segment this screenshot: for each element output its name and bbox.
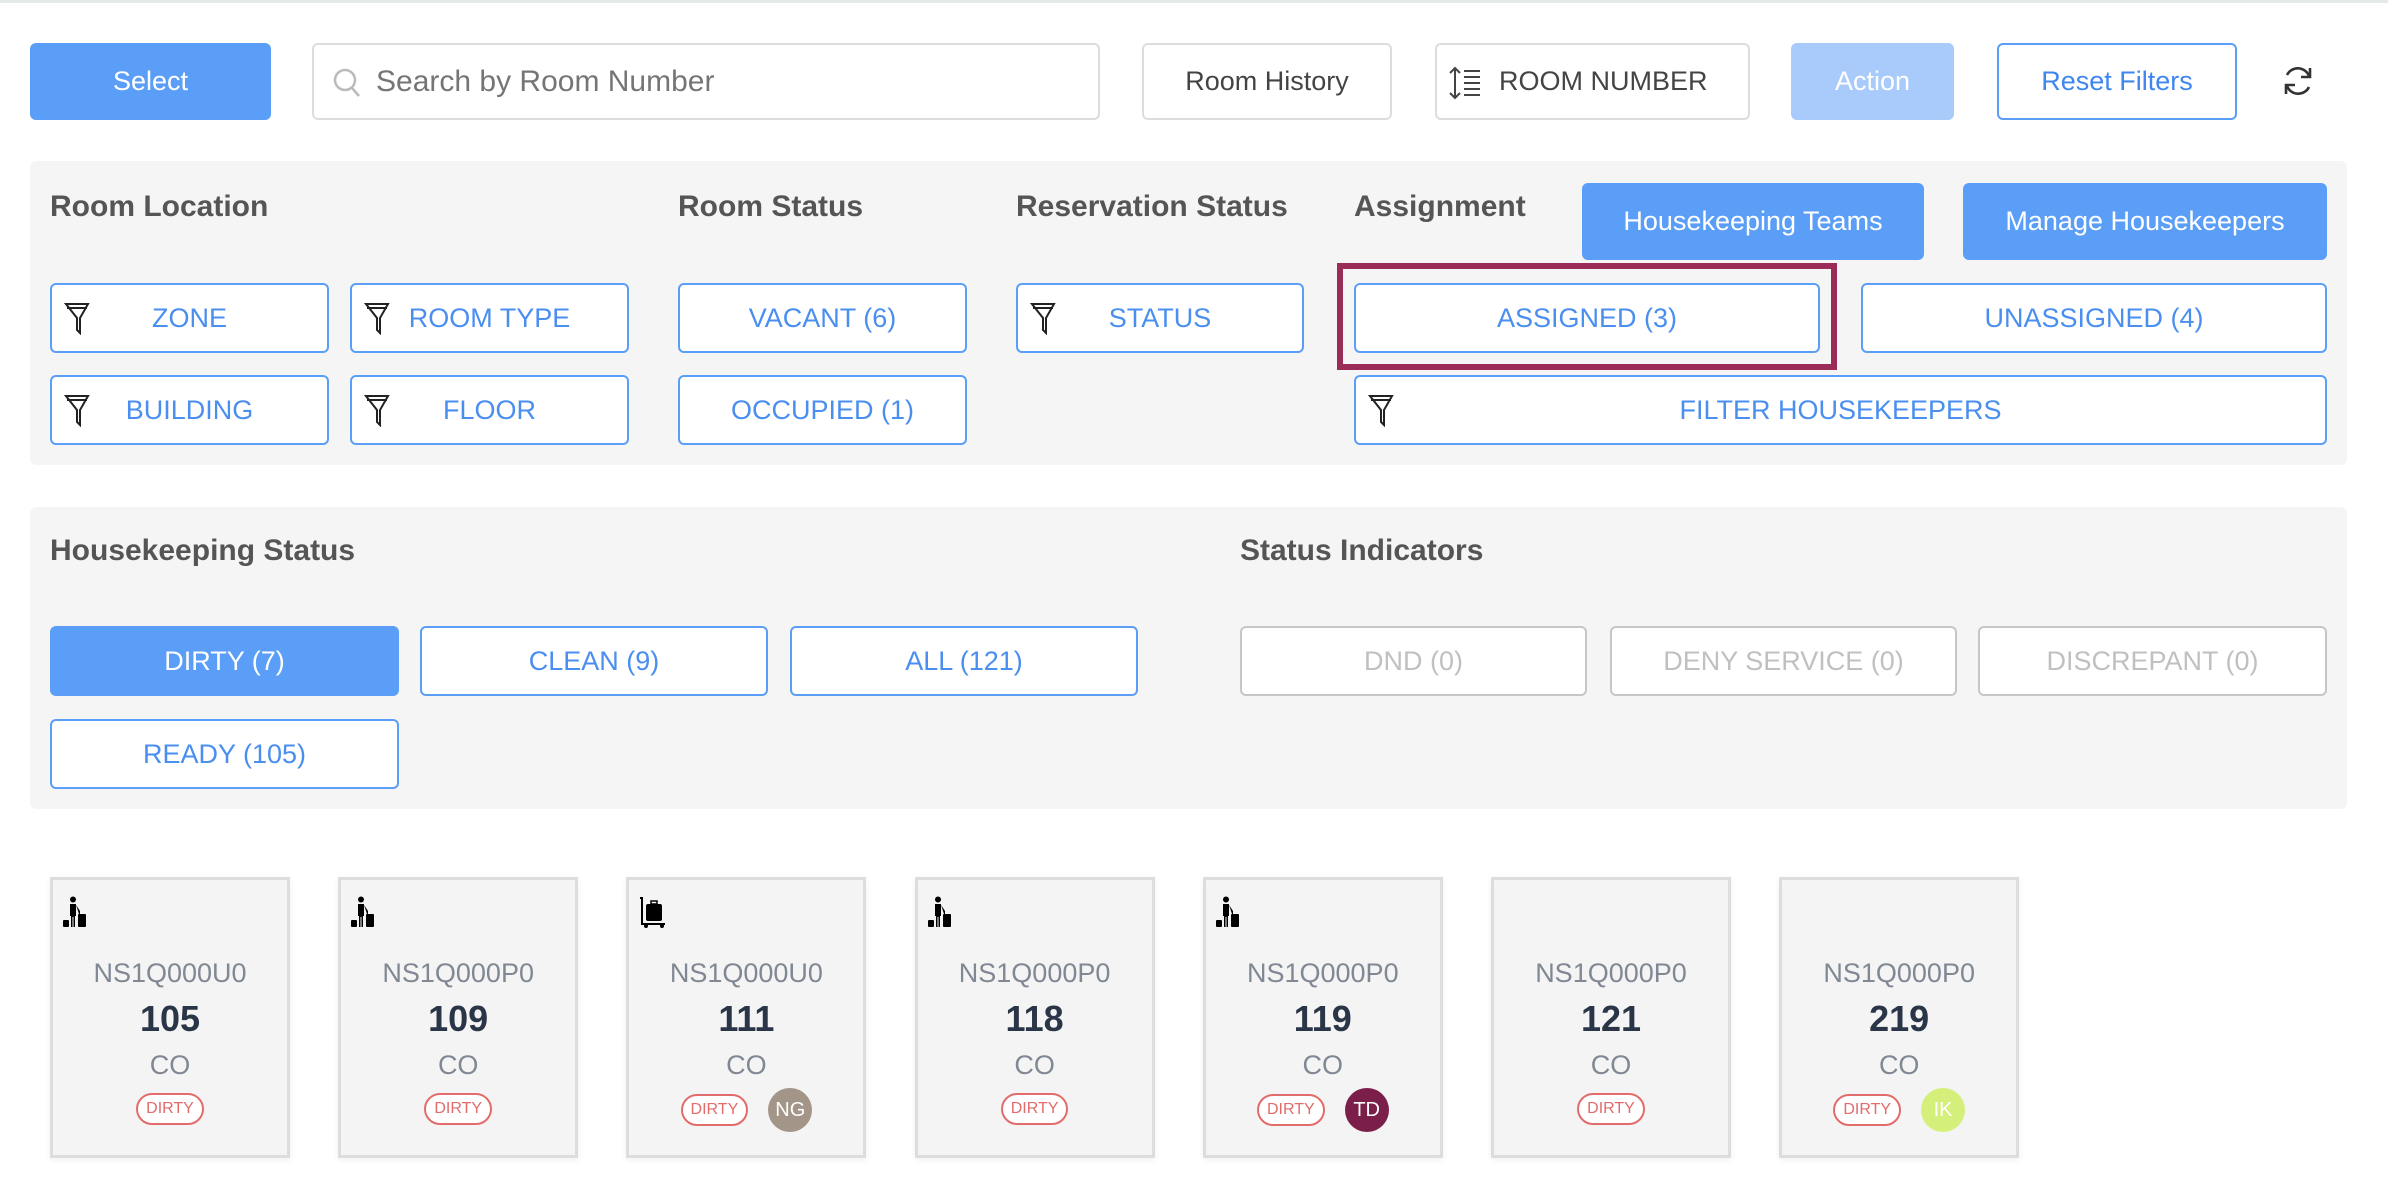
guest-luggage-icon [62,896,92,928]
funnel-icon [1368,395,1394,427]
action-button[interactable]: Action [1791,43,1954,120]
zone-filter-button[interactable]: ZONE [50,283,329,353]
vacant-filter-button[interactable]: VACANT (6) [678,283,967,353]
dirty-badge: DIRTY [680,1094,749,1126]
search-input[interactable] [374,55,1074,109]
room-status: CO [437,1050,479,1080]
building-label: BUILDING [125,394,254,425]
assigned-filter-button[interactable]: ASSIGNED (3) [1354,283,1820,353]
housekeeper-avatar[interactable]: IK [1921,1088,1966,1132]
dirty-badge: DIRTY [1256,1094,1325,1126]
deny-service-filter-button[interactable]: DENY SERVICE (0) [1610,626,1957,696]
occupied-filter-button[interactable]: OCCUPIED (1) [678,375,967,445]
sort-button[interactable]: ROOM NUMBER [1435,43,1750,120]
search-icon [333,68,360,97]
reservation-status-heading: Reservation Status [1016,190,1288,223]
room-code: NS1Q000P0 [382,958,534,988]
room-card[interactable]: NS1Q000P0 109 CO DIRTY [338,877,579,1158]
funnel-icon [64,395,90,427]
dnd-filter-button[interactable]: DND (0) [1240,626,1587,696]
status-indicators-heading: Status Indicators [1240,534,1484,567]
manage-housekeepers-button[interactable]: Manage Housekeepers [1963,183,2327,260]
housekeeping-status-heading: Housekeeping Status [50,534,356,567]
room-number: 111 [718,998,775,1039]
room-number: 109 [428,998,489,1039]
room-type-label: ROOM TYPE [408,302,571,333]
sort-label: ROOM NUMBER [1499,66,1708,96]
status-label: STATUS [1108,302,1212,333]
room-card[interactable]: NS1Q000P0 119 CO DIRTY TD [1202,877,1443,1158]
room-history-button[interactable]: Room History [1142,43,1392,120]
all-filter-button[interactable]: ALL (121) [790,626,1138,696]
housekeeper-avatar[interactable]: TD [1344,1088,1389,1132]
room-status: CO [1014,1050,1055,1080]
dirty-badge: DIRTY [136,1093,204,1125]
dirty-badge: DIRTY [1000,1093,1069,1125]
guest-luggage-icon [927,896,957,928]
zone-label: ZONE [151,302,227,333]
housekeeping-panel [30,507,2347,809]
room-status: CO [1302,1050,1344,1080]
room-status: CO [1590,1050,1632,1080]
funnel-icon [364,395,390,427]
room-number: 219 [1869,998,1930,1039]
select-button[interactable]: Select [30,43,271,120]
room-code: NS1Q000P0 [1246,958,1399,988]
funnel-icon [1030,303,1056,335]
room-status: CO [1878,1050,1920,1080]
housekeeper-avatar[interactable]: NG [768,1088,813,1132]
funnel-icon [64,303,90,335]
room-number: 118 [1005,998,1064,1039]
building-filter-button[interactable]: BUILDING [50,375,329,445]
room-card[interactable]: NS1Q000P0 219 CO DIRTY IK [1779,877,2020,1158]
top-divider [0,0,2388,3]
room-number: 121 [1580,998,1642,1039]
unassigned-filter-button[interactable]: UNASSIGNED (4) [1861,283,2327,353]
sort-icon [1449,66,1480,100]
funnel-icon [364,303,390,335]
guest-luggage-icon [350,896,380,928]
room-code: NS1Q000U0 [669,958,823,988]
dirty-badge: DIRTY [1577,1093,1645,1125]
room-code: NS1Q000P0 [1535,958,1687,988]
room-status: CO [726,1050,767,1080]
room-status: CO [149,1050,191,1080]
search-field[interactable] [312,43,1100,120]
dirty-filter-button[interactable]: DIRTY (7) [50,626,399,696]
dirty-badge: DIRTY [424,1093,493,1125]
clean-filter-button[interactable]: CLEAN (9) [420,626,768,696]
room-location-heading: Room Location [50,190,269,223]
room-card[interactable]: NS1Q000U0 111 CO DIRTY NG [626,877,867,1158]
reset-filters-button[interactable]: Reset Filters [1997,43,2237,120]
room-code: NS1Q000P0 [958,958,1111,988]
housekeeping-teams-button[interactable]: Housekeeping Teams [1582,183,1924,260]
guest-luggage-icon [1215,896,1245,928]
room-number: 119 [1293,998,1352,1039]
room-type-filter-button[interactable]: ROOM TYPE [350,283,629,353]
assigned-highlight [1337,263,1837,370]
discrepant-filter-button[interactable]: DISCREPANT (0) [1978,626,2327,696]
dirty-badge: DIRTY [1833,1094,1902,1126]
filter-housekeepers-button[interactable]: FILTER HOUSEKEEPERS [1354,375,2327,445]
refresh-icon[interactable] [2280,63,2316,99]
room-code: NS1Q000U0 [93,958,247,988]
assignment-heading: Assignment [1354,190,1526,223]
luggage-cart-icon [638,896,668,928]
ready-filter-button[interactable]: READY (105) [50,719,399,789]
floor-label: FLOOR [442,394,536,425]
filter-housekeepers-label: FILTER HOUSEKEEPERS [1679,394,2002,425]
room-number: 105 [139,998,201,1039]
floor-filter-button[interactable]: FLOOR [350,375,629,445]
reservation-status-filter-button[interactable]: STATUS [1016,283,1304,353]
room-code: NS1Q000P0 [1823,958,1975,988]
room-status-heading: Room Status [678,190,864,223]
room-card[interactable]: NS1Q000P0 118 CO DIRTY [914,877,1155,1158]
room-card[interactable]: NS1Q000U0 105 CO DIRTY [50,877,290,1158]
room-card[interactable]: NS1Q000P0 121 CO DIRTY [1491,877,1731,1158]
